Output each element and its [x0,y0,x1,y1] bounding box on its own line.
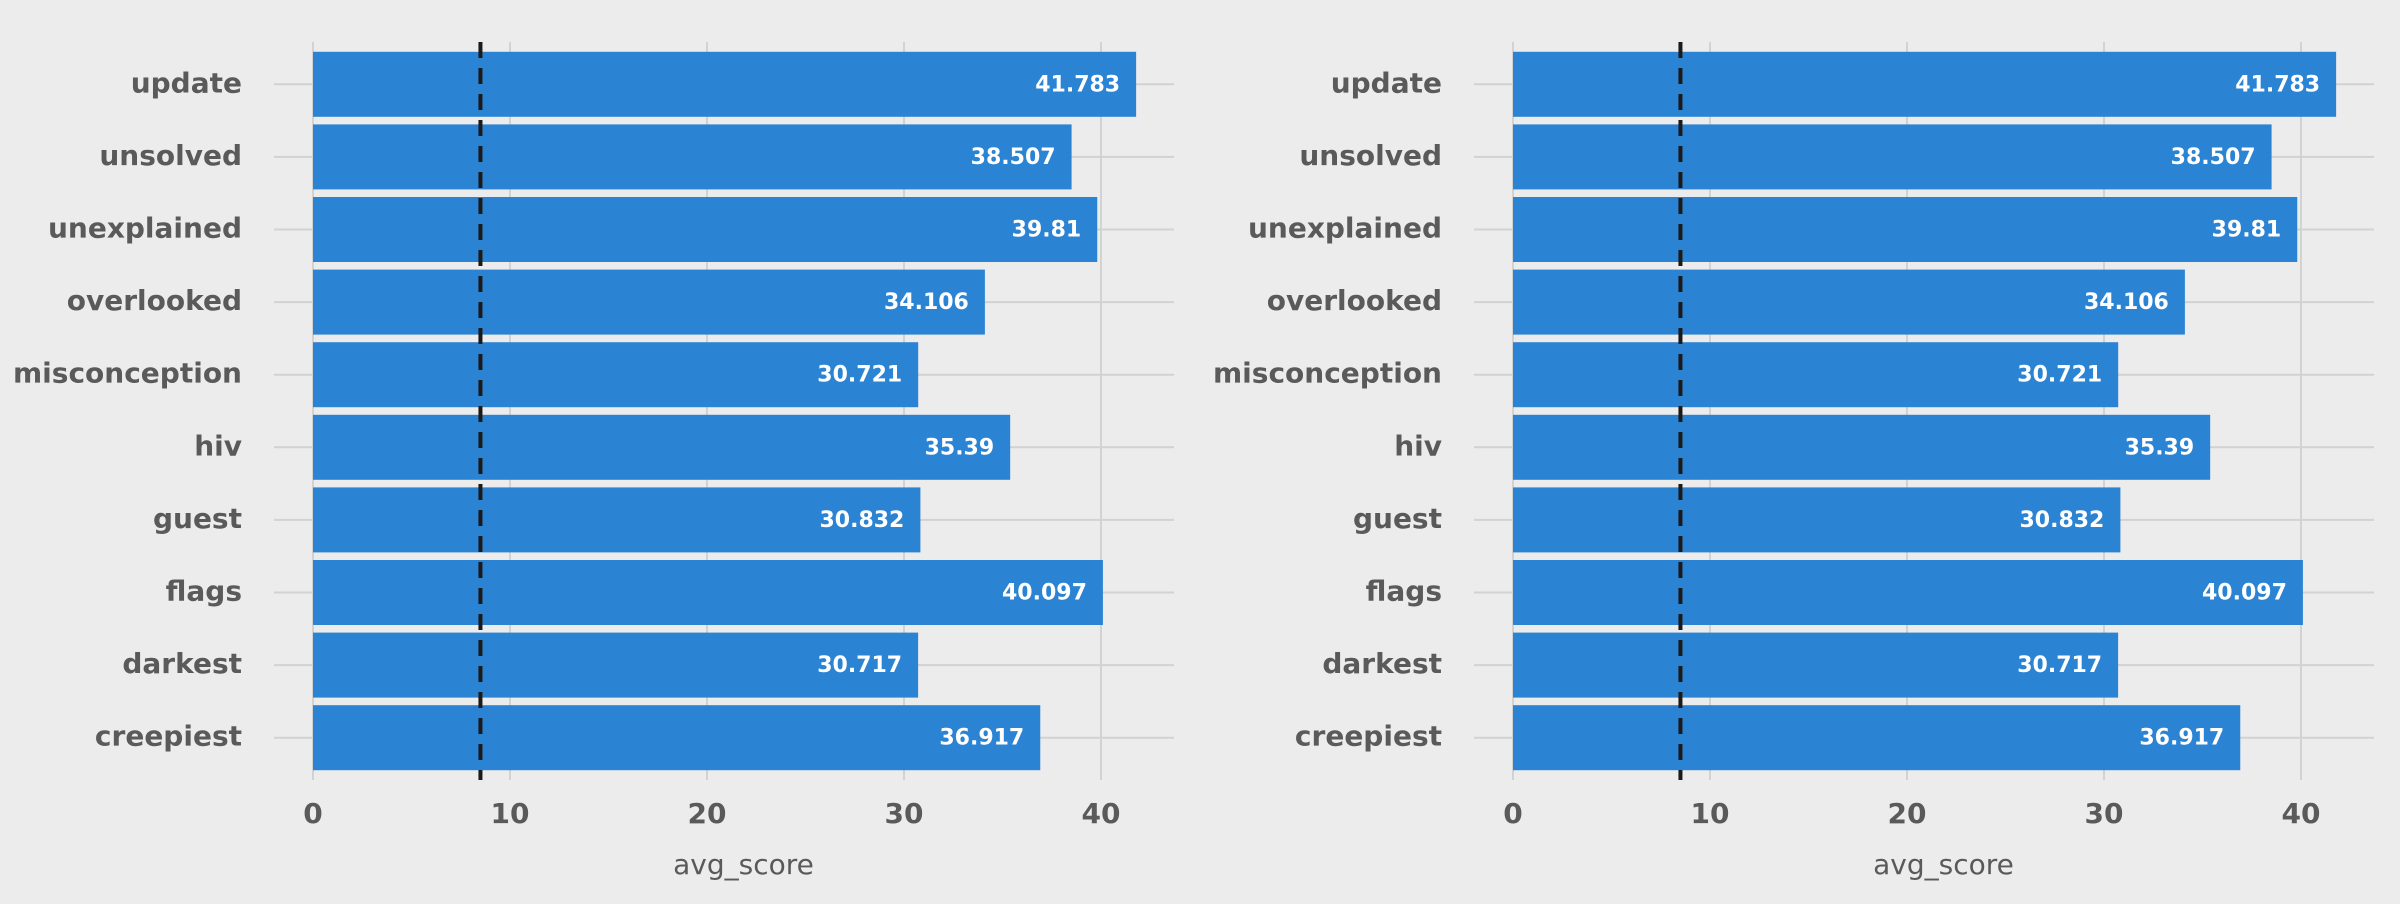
bar [1513,414,2211,480]
category-label: update [1331,66,1442,99]
bar [313,487,921,553]
bar-value-label: 38.507 [971,145,1056,170]
bar [313,705,1041,771]
x-tick-label: 10 [1691,797,1730,830]
bar-value-label: 30.717 [817,653,902,678]
bar [1513,124,2272,190]
bar [1513,632,2119,698]
bar [313,124,1072,190]
category-label: unsolved [99,139,242,172]
category-label: update [131,66,242,99]
bar [313,197,1098,262]
category-label: overlooked [67,284,242,317]
bar-value-label: 34.106 [884,290,969,315]
bar [1513,51,2337,117]
x-tick-label: 0 [303,797,322,830]
bar-value-label: 35.39 [2125,435,2195,460]
category-label: darkest [122,647,242,680]
x-axis-title: avg_score [1873,848,2014,881]
category-label: misconception [1213,357,1442,390]
category-label: unsolved [1299,139,1442,172]
category-label: flags [1366,575,1442,608]
category-label: hiv [1394,429,1442,462]
category-label: hiv [194,429,242,462]
category-label: flags [166,575,242,608]
bar-value-label: 36.917 [939,726,1024,751]
bar-value-label: 41.783 [2235,72,2320,97]
bar [1513,705,2241,771]
x-tick-label: 20 [1888,797,1927,830]
bar [313,560,1103,625]
bar-value-label: 30.717 [2017,653,2102,678]
bar-value-label: 40.097 [2202,581,2287,606]
bar-value-label: 30.721 [2017,363,2102,388]
bar [313,51,1137,117]
x-axis-title: avg_score [673,848,814,881]
x-tick-label: 40 [1082,797,1121,830]
bar [313,632,919,698]
category-label: unexplained [1248,212,1442,245]
bar [313,342,919,408]
category-label: unexplained [48,212,242,245]
x-tick-label: 30 [885,797,924,830]
category-label: guest [1353,502,1442,535]
x-tick-label: 0 [1503,797,1522,830]
bar [313,269,985,335]
x-tick-label: 20 [688,797,727,830]
x-tick-label: 10 [491,797,530,830]
bar-value-label: 34.106 [2084,290,2169,315]
x-tick-label: 30 [2085,797,2124,830]
bar-value-label: 39.81 [2212,218,2282,243]
category-label: creepiest [1295,720,1442,753]
x-tick-label: 40 [2282,797,2321,830]
bar [1513,197,2298,262]
category-label: overlooked [1267,284,1442,317]
category-label: darkest [1322,647,1442,680]
bar-value-label: 30.721 [817,363,902,388]
bar-value-label: 41.783 [1035,72,1120,97]
category-label: creepiest [95,720,242,753]
bar-value-label: 38.507 [2171,145,2256,170]
bar [1513,487,2121,553]
bar [1513,269,2185,335]
bar [313,414,1011,480]
bar-value-label: 30.832 [2019,508,2104,533]
bar [1513,560,2303,625]
category-label: misconception [13,357,242,390]
bar-value-label: 30.832 [819,508,904,533]
category-label: guest [153,502,242,535]
bar-value-label: 40.097 [1002,581,1087,606]
bar-value-label: 36.917 [2139,726,2224,751]
bar [1513,342,2119,408]
bar-value-label: 35.39 [925,435,995,460]
bar-value-label: 39.81 [1012,218,1082,243]
